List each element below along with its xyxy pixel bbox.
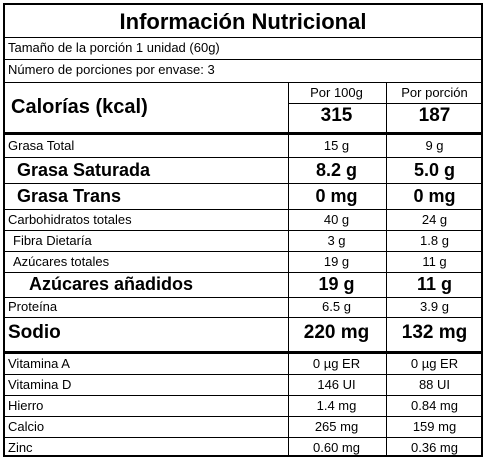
- vitamin-d-per-100g: 146 UI: [317, 377, 356, 392]
- divider: [5, 82, 481, 83]
- divider: [5, 297, 481, 298]
- column-header-per-serving: Por porción: [401, 85, 468, 100]
- divider: [5, 37, 481, 38]
- iron-per-100g: 1.4 mg: [316, 398, 357, 413]
- vitamin-d-label: Vitamina D: [8, 377, 72, 392]
- total-fat-per-100g: 15 g: [323, 138, 350, 153]
- divider: [5, 395, 481, 396]
- total-fat-label: Grasa Total: [8, 138, 75, 153]
- total-carbohydrates-per-serving: 24 g: [421, 212, 448, 227]
- trans-fat-label: Grasa Trans: [17, 186, 122, 206]
- divider: [5, 351, 481, 354]
- saturated-fat-label: Grasa Saturada: [17, 160, 151, 180]
- nutrition-facts-label: Información Nutricional Tamaño de la por…: [3, 3, 483, 457]
- divider: [288, 103, 481, 104]
- trans-fat-per-serving: 0 mg: [413, 186, 456, 206]
- iron-label: Hierro: [8, 398, 44, 413]
- added-sugars-per-serving: 11 g: [416, 274, 453, 294]
- iron-per-serving: 0.84 mg: [411, 398, 458, 413]
- dietary-fiber-label: Fibra Dietaría: [13, 233, 92, 248]
- calcium-label: Calcio: [8, 419, 45, 434]
- sodium-per-serving: 132 mg: [401, 322, 468, 343]
- dietary-fiber-per-serving: 1.8 g: [420, 233, 449, 248]
- added-sugars-per-100g: 19 g: [318, 274, 355, 294]
- divider: [5, 251, 481, 252]
- divider: [5, 437, 481, 438]
- added-sugars-label: Azúcares añadidos: [29, 274, 194, 294]
- label-title: Información Nutricional: [119, 9, 367, 34]
- column-header-per-100g: Por 100g: [310, 85, 363, 100]
- total-carbohydrates-label: Carbohidratos totales: [8, 212, 132, 227]
- divider: [5, 317, 481, 318]
- divider: [5, 230, 481, 231]
- calcium-per-100g: 265 mg: [314, 419, 359, 434]
- divider: [5, 272, 481, 273]
- calories-per-serving: 187: [418, 105, 451, 126]
- calories-label: Calorías (kcal): [11, 96, 148, 118]
- divider: [5, 209, 481, 210]
- protein-label: Proteína: [8, 299, 58, 314]
- divider: [5, 132, 481, 135]
- sodium-per-100g: 220 mg: [303, 322, 370, 343]
- vitamin-a-per-serving: 0 µg ER: [410, 356, 459, 371]
- total-sugars-per-serving: 11 g: [422, 254, 447, 269]
- servings-per-container-text: Número de porciones por envase: 3: [8, 62, 215, 77]
- divider: [5, 157, 481, 158]
- calories-per-100g: 315: [320, 105, 353, 126]
- divider: [5, 416, 481, 417]
- column-divider: [386, 82, 387, 455]
- vitamin-a-label: Vitamina A: [8, 356, 70, 371]
- divider: [5, 183, 481, 184]
- saturated-fat-per-serving: 5.0 g: [413, 160, 456, 180]
- zinc-per-serving: 0.36 mg: [411, 440, 458, 455]
- divider: [5, 374, 481, 375]
- vitamin-a-per-100g: 0 µg ER: [312, 356, 361, 371]
- divider: [5, 59, 481, 60]
- total-sugars-per-100g: 19 g: [323, 254, 350, 269]
- serving-size-text: Tamaño de la porción 1 unidad (60g): [8, 40, 220, 55]
- sodium-label: Sodio: [8, 322, 61, 343]
- trans-fat-per-100g: 0 mg: [315, 186, 358, 206]
- calcium-per-serving: 159 mg: [412, 419, 457, 434]
- total-carbohydrates-per-100g: 40 g: [323, 212, 350, 227]
- dietary-fiber-per-100g: 3 g: [327, 233, 346, 248]
- vitamin-d-per-serving: 88 UI: [418, 377, 451, 392]
- saturated-fat-per-100g: 8.2 g: [315, 160, 358, 180]
- total-fat-per-serving: 9 g: [425, 138, 444, 153]
- protein-per-serving: 3.9 g: [420, 299, 449, 314]
- zinc-per-100g: 0.60 mg: [313, 440, 360, 455]
- column-divider: [288, 82, 289, 455]
- zinc-label: Zinc: [8, 440, 33, 455]
- total-sugars-label: Azúcares totales: [13, 254, 110, 269]
- protein-per-100g: 6.5 g: [322, 299, 351, 314]
